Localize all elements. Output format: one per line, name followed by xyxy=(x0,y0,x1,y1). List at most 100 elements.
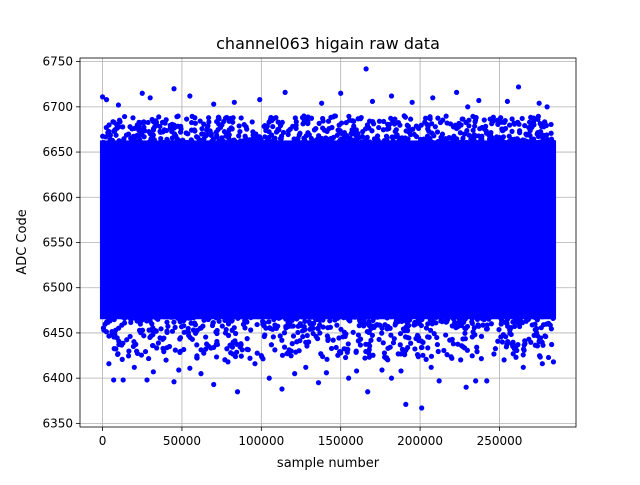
data-point xyxy=(397,330,404,337)
x-tick-label: 200000 xyxy=(397,434,443,448)
outlier-point xyxy=(111,377,117,383)
data-point xyxy=(149,116,155,123)
data-point xyxy=(524,132,530,138)
data-point xyxy=(163,127,170,134)
data-point xyxy=(146,129,152,135)
data-point xyxy=(435,348,441,355)
data-point xyxy=(513,354,519,360)
data-point xyxy=(457,130,463,136)
y-tick-label: 6450 xyxy=(42,326,73,340)
y-tick-label: 6700 xyxy=(42,100,73,114)
data-point xyxy=(192,128,198,134)
data-point xyxy=(164,329,170,336)
data-point xyxy=(114,351,121,358)
data-point xyxy=(355,332,362,338)
data-point xyxy=(217,138,223,145)
data-point xyxy=(471,132,477,139)
data-point xyxy=(163,117,169,123)
data-point xyxy=(502,117,508,124)
outlier-point xyxy=(430,95,436,101)
outlier-point xyxy=(252,361,258,367)
data-point xyxy=(339,138,345,144)
data-point xyxy=(439,318,445,324)
data-point xyxy=(148,314,154,320)
data-point xyxy=(205,316,211,323)
data-point xyxy=(206,115,212,121)
data-point xyxy=(244,126,250,132)
data-point xyxy=(527,128,533,134)
data-point xyxy=(300,121,306,127)
data-point xyxy=(423,356,429,362)
data-point xyxy=(146,355,152,362)
data-point xyxy=(300,139,306,145)
outlier-point xyxy=(319,100,325,106)
data-point xyxy=(278,135,284,142)
data-point xyxy=(299,314,305,320)
data-point xyxy=(272,347,278,353)
data-point xyxy=(273,129,280,135)
outlier-point xyxy=(225,359,231,365)
data-point xyxy=(238,353,244,359)
data-point xyxy=(471,137,477,143)
data-point xyxy=(383,133,390,139)
data-point xyxy=(545,354,552,361)
data-point xyxy=(183,315,189,321)
data-point xyxy=(473,115,479,121)
y-tick-label: 6650 xyxy=(42,145,73,159)
data-point xyxy=(495,121,501,128)
data-point xyxy=(526,119,533,125)
data-point xyxy=(369,332,375,338)
data-point xyxy=(285,323,291,330)
data-point xyxy=(264,124,270,130)
data-point xyxy=(376,336,382,343)
data-point xyxy=(226,138,232,144)
chart-title: channel063 higain raw data xyxy=(216,34,440,53)
data-point xyxy=(230,115,236,121)
data-point xyxy=(402,114,409,120)
data-point xyxy=(494,117,501,123)
data-point xyxy=(452,139,458,145)
data-point xyxy=(250,129,256,135)
data-point xyxy=(318,314,325,320)
data-point xyxy=(533,330,540,336)
data-point xyxy=(519,115,525,122)
data-point xyxy=(158,135,164,142)
data-point xyxy=(496,326,502,333)
data-point xyxy=(376,124,382,131)
data-point xyxy=(351,128,357,134)
data-point xyxy=(401,314,407,321)
outlier-point xyxy=(409,99,415,105)
data-point xyxy=(200,323,206,329)
data-point xyxy=(194,353,200,359)
data-point xyxy=(509,341,515,347)
data-point xyxy=(334,322,340,328)
data-point xyxy=(197,118,203,124)
data-point xyxy=(277,122,284,129)
data-point xyxy=(487,116,493,122)
data-point xyxy=(545,320,552,326)
data-point xyxy=(415,354,421,360)
data-point xyxy=(199,131,205,137)
outlier-point xyxy=(544,104,550,110)
data-point xyxy=(357,316,363,322)
data-point xyxy=(113,132,119,138)
data-point xyxy=(534,131,540,137)
data-point xyxy=(289,341,295,347)
data-point xyxy=(374,314,380,320)
outlier-point xyxy=(463,384,469,390)
outlier-point xyxy=(338,90,344,96)
data-point xyxy=(150,126,157,132)
data-point xyxy=(106,315,112,322)
data-point xyxy=(134,350,141,357)
data-point xyxy=(529,322,535,328)
data-point xyxy=(106,128,112,134)
data-point xyxy=(497,314,504,320)
outlier-point xyxy=(171,379,177,385)
x-tick-label: 100000 xyxy=(238,434,284,448)
data-point xyxy=(267,325,273,332)
data-point xyxy=(499,126,505,132)
data-point xyxy=(516,128,523,134)
data-point xyxy=(483,326,490,332)
outlier-point xyxy=(520,364,526,370)
